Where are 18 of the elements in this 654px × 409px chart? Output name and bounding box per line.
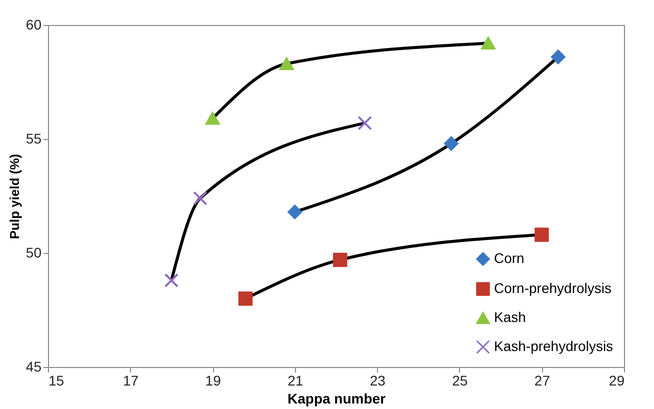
x-tick-label: 19	[205, 372, 222, 388]
y-tick-label: 55	[26, 130, 42, 146]
x-tick-label: 25	[452, 372, 468, 388]
x-tick-label: 29	[608, 372, 625, 388]
x-tick-label: 15	[48, 372, 64, 388]
y-tick-label: 45	[26, 358, 42, 374]
legend-label: Corn-prehydrolysis	[494, 280, 612, 296]
legend-label: Kash-prehydrolysis	[494, 338, 614, 354]
y-axis-title: Pulp yield (%)	[6, 154, 22, 240]
legend-label: Corn	[494, 250, 524, 266]
legend-label: Kash	[494, 309, 526, 325]
x-axis-title: Kappa number	[287, 390, 386, 406]
x-tick-label: 21	[288, 372, 304, 388]
y-tick-label: 60	[26, 16, 42, 32]
x-tick-label: 17	[122, 372, 139, 388]
y-tick-label: 50	[26, 244, 42, 260]
x-tick-label: 23	[370, 372, 386, 388]
x-tick-label: 27	[534, 372, 550, 388]
